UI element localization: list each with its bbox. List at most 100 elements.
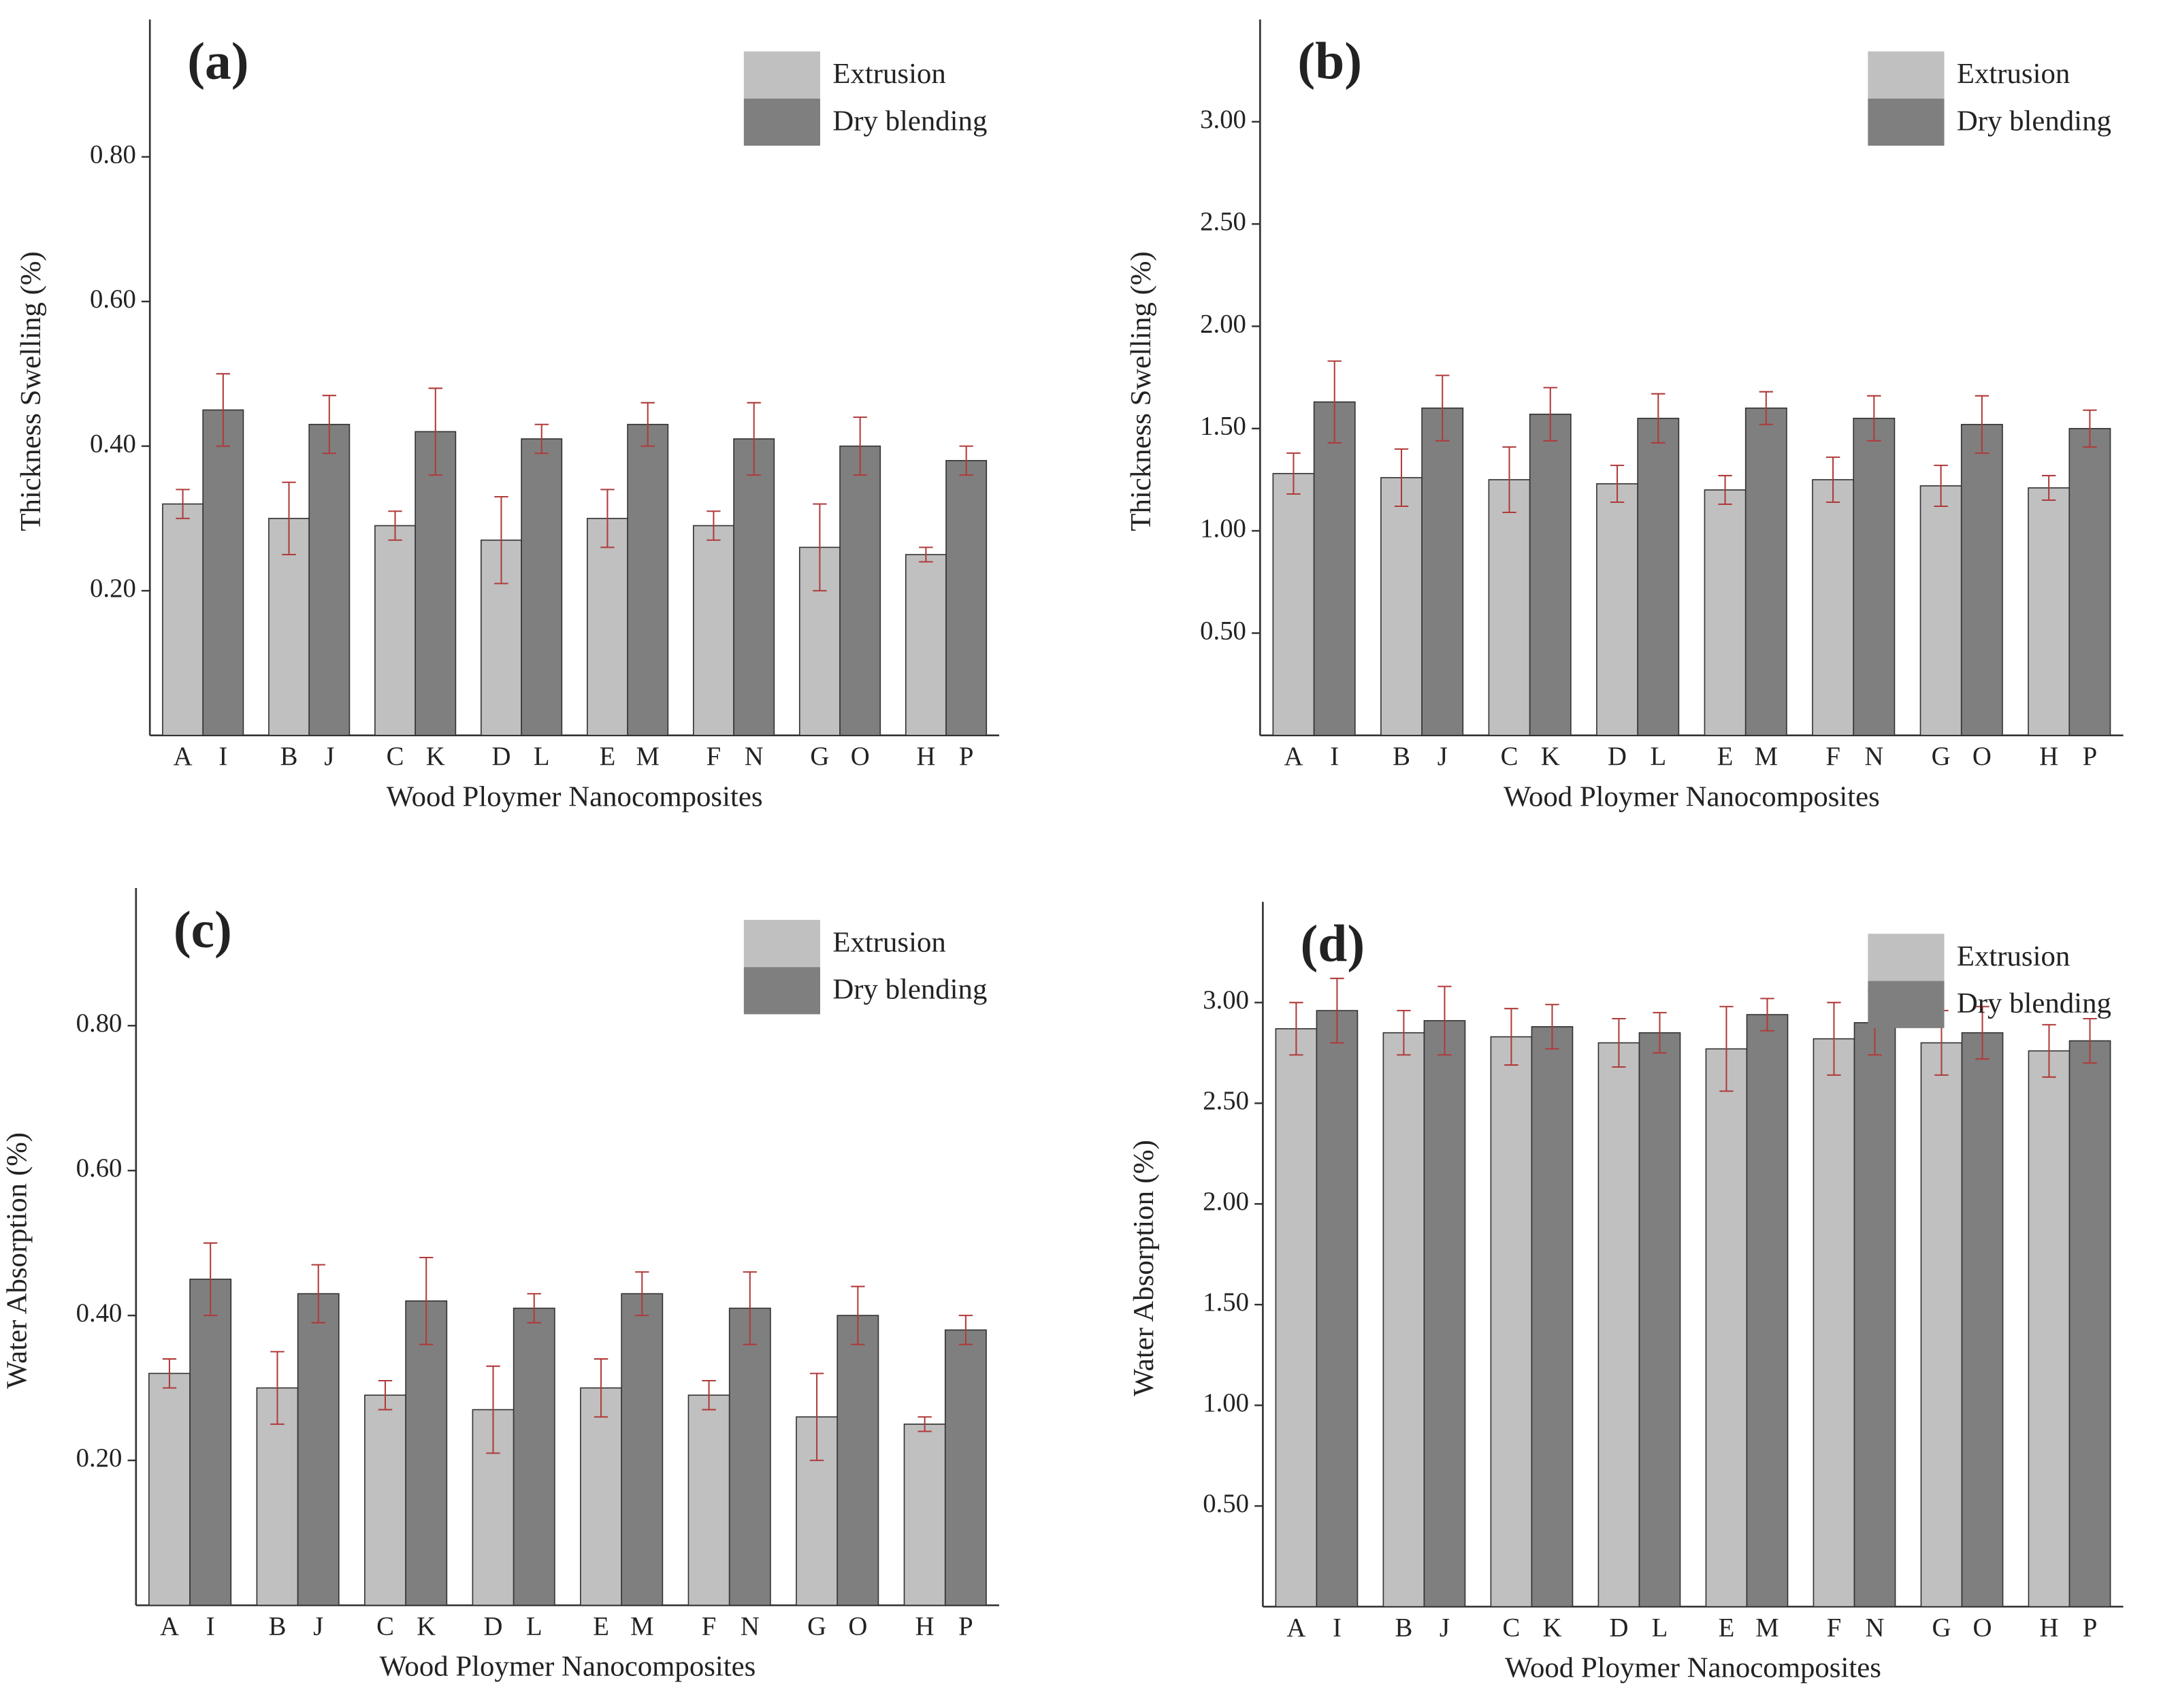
x-tick-label: G (807, 1612, 826, 1641)
bar (1531, 1026, 1574, 1607)
bar (2028, 1050, 2071, 1607)
bar (1812, 479, 1855, 736)
bar (1813, 1038, 1855, 1607)
x-tick-label: J (324, 742, 334, 771)
x-tick-label: D (1609, 1613, 1628, 1643)
y-tick-label: 1.50 (1203, 1287, 1249, 1317)
y-tick-label: 0.80 (76, 1008, 123, 1038)
x-tick-label: G (1932, 742, 1951, 771)
bar (308, 423, 351, 736)
bar (1853, 1022, 1896, 1607)
x-tick-label: A (174, 742, 193, 771)
x-tick-label: P (958, 1612, 973, 1641)
x-tick-label: B (280, 742, 298, 771)
y-tick-label: 0.60 (76, 1153, 123, 1183)
x-tick-label: O (1972, 742, 1992, 771)
legend-swatch (743, 98, 820, 146)
x-tick-label: D (484, 1612, 503, 1641)
bar (1382, 1032, 1425, 1607)
legend-label: Extrusion (832, 58, 945, 90)
x-tick-label: G (1932, 1613, 1951, 1643)
bar (1919, 485, 1962, 736)
bar (1423, 1020, 1466, 1607)
x-tick-label: F (1827, 1613, 1842, 1643)
legend-swatch (743, 919, 820, 968)
x-tick-label: D (1608, 742, 1627, 771)
panel-label: (c) (174, 900, 232, 959)
legend-label: Dry blending (1957, 105, 2111, 137)
bar (364, 1394, 406, 1606)
x-tick-label: E (1717, 742, 1734, 771)
y-tick-label: 0.40 (90, 429, 136, 458)
legend-swatch (743, 967, 820, 1015)
y-tick-label: 3.00 (1200, 105, 1246, 134)
legend-swatch (1868, 981, 1945, 1028)
bar (2028, 487, 2071, 736)
x-tick-label: I (218, 742, 227, 771)
x-tick-label: N (1864, 742, 1883, 771)
bar (1421, 407, 1464, 736)
x-tick-label: J (1438, 742, 1448, 771)
bar (1275, 1028, 1318, 1607)
x-axis-label: Wood Ploymer Nanocomposites (1505, 1652, 1881, 1684)
x-tick-label: K (417, 1612, 436, 1641)
bar (374, 525, 416, 736)
bar (903, 1424, 946, 1606)
x-tick-label: O (848, 1612, 867, 1641)
legend-swatch (743, 51, 820, 99)
x-tick-label: F (707, 742, 721, 771)
bar (415, 431, 457, 736)
y-axis-label: Thickness Swelling (%) (1125, 251, 1157, 531)
bar (162, 503, 204, 736)
x-tick-label: H (915, 1612, 935, 1641)
y-tick-label: 0.50 (1200, 616, 1246, 645)
x-axis-label: Wood Ploymer Nanocomposites (1504, 781, 1880, 812)
bar (905, 554, 947, 736)
y-tick-label: 3.00 (1203, 985, 1249, 1015)
bar (1961, 1032, 2004, 1607)
x-tick-label: L (1652, 1613, 1668, 1643)
x-tick-label: F (1825, 742, 1840, 771)
bar (1704, 489, 1747, 736)
x-tick-label: N (1866, 1613, 1885, 1643)
bar (1638, 1032, 1681, 1607)
bar (297, 1293, 340, 1606)
bar (1597, 1042, 1640, 1607)
x-tick-label: J (1440, 1613, 1450, 1643)
x-tick-label: C (1501, 742, 1519, 771)
legend-label: Extrusion (1957, 58, 2070, 90)
x-tick-label: K (1541, 742, 1560, 771)
y-tick-label: 2.50 (1200, 207, 1246, 236)
x-tick-label: B (269, 1612, 287, 1641)
bar (1960, 423, 2003, 736)
panel-label: (a) (187, 32, 248, 91)
bar (202, 409, 244, 736)
bar (1313, 401, 1356, 736)
bar (728, 1307, 771, 1606)
bar (1853, 417, 1896, 736)
legend-label: Dry blending (832, 105, 987, 137)
bar (1490, 1036, 1533, 1607)
bar (687, 1394, 730, 1606)
x-tick-label: E (1719, 1613, 1735, 1643)
x-axis-label: Wood Ploymer Nanocomposites (379, 1651, 756, 1683)
legend-label: Dry blending (832, 974, 987, 1006)
x-tick-label: I (1333, 1613, 1342, 1643)
x-tick-label: M (636, 742, 660, 771)
legend-label: Extrusion (1957, 940, 2070, 972)
y-tick-label: 0.50 (1203, 1489, 1249, 1518)
y-tick-label: 0.60 (90, 284, 136, 314)
y-axis-label: Water Absorption (%) (1128, 1140, 1160, 1396)
bar (1529, 413, 1572, 736)
bar (1316, 1010, 1359, 1607)
x-tick-label: K (1542, 1613, 1561, 1643)
bar (1746, 1014, 1789, 1607)
x-tick-label: G (810, 742, 829, 771)
y-axis-label: Thickness Swelling (%) (15, 251, 47, 531)
y-tick-label: 0.20 (76, 1443, 123, 1473)
x-tick-label: O (1973, 1613, 1992, 1643)
bar (733, 438, 775, 736)
x-tick-label: M (1755, 742, 1778, 771)
x-axis-label: Wood Ploymer Nanocomposites (387, 781, 763, 812)
x-tick-label: O (851, 742, 870, 771)
